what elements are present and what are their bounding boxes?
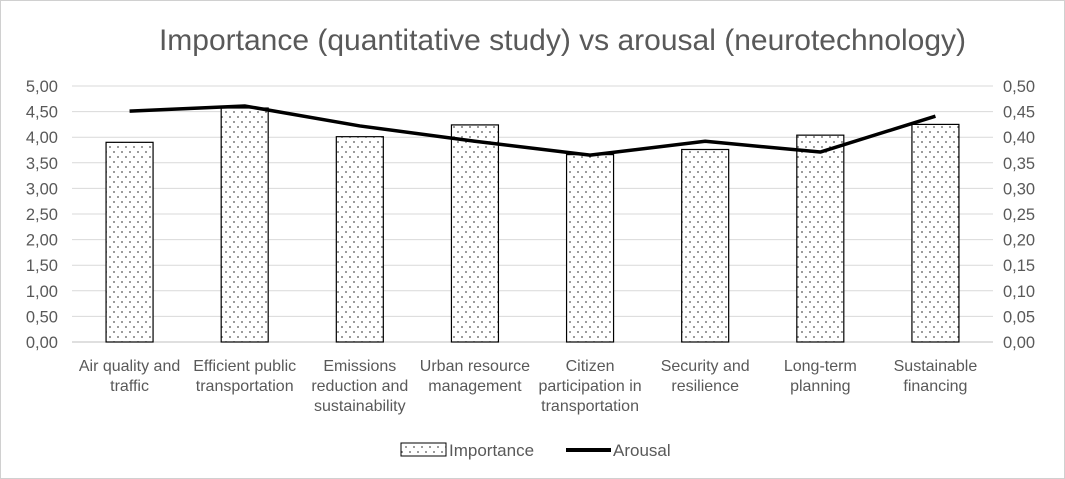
category-label: transportation — [196, 378, 294, 395]
left-axis-tick-label: 0,50 — [26, 308, 58, 326]
right-axis-ticks: 0,00 0,05 0,10 0,15 0,20 0,25 0,30 0,35 0,40 0,45… — [1003, 78, 1035, 352]
left-axis-tick-label: 5,00 — [26, 78, 58, 96]
right-axis-tick-label: 0,35 — [1003, 155, 1035, 173]
category-label: transportation — [541, 398, 639, 415]
category-label: planning — [790, 378, 851, 395]
category-label: Citizen — [566, 358, 615, 375]
category-label: financing — [903, 378, 967, 395]
category-label: reduction and — [311, 378, 408, 395]
bar-importance — [450, 124, 500, 343]
category-label: sustainability — [314, 398, 406, 415]
bars — [105, 107, 960, 343]
category-label: Air quality and — [79, 358, 180, 375]
category-label: participation in — [538, 378, 641, 395]
left-axis-tick-label: 1,00 — [26, 283, 58, 301]
bar-importance — [911, 123, 960, 343]
right-axis-tick-label: 0,25 — [1003, 206, 1035, 224]
legend-swatch-importance — [400, 442, 447, 457]
right-axis-tick-label: 0,10 — [1003, 283, 1035, 301]
bar-importance — [220, 107, 269, 343]
right-axis-tick-label: 0,05 — [1003, 308, 1035, 326]
category-label: Efficient public — [193, 358, 296, 375]
category-label: resilience — [671, 378, 739, 395]
legend-label-arousal: Arousal — [613, 441, 671, 460]
left-axis-tick-label: 2,50 — [26, 206, 58, 224]
left-axis-tick-label: 4,00 — [26, 129, 58, 147]
left-axis-tick-label: 1,50 — [26, 257, 58, 275]
left-axis-tick-label: 4,50 — [26, 104, 58, 122]
category-label: Security and — [661, 358, 750, 375]
right-axis-tick-label: 0,00 — [1003, 334, 1035, 352]
legend-label-importance: Importance — [449, 441, 534, 460]
right-axis-tick-label: 0,30 — [1003, 180, 1035, 198]
category-labels: Air quality and traffic Efficient public tr… — [79, 358, 977, 415]
category-label: traffic — [110, 378, 149, 395]
gridlines — [72, 85, 993, 343]
right-axis-tick-label: 0,50 — [1003, 78, 1035, 96]
bar-importance — [335, 136, 384, 343]
left-axis-tick-label: 0,00 — [26, 334, 58, 352]
arousal-line-layer — [129, 104, 936, 157]
left-axis-tick-label: 3,50 — [26, 155, 58, 173]
left-axis-tick-label: 2,00 — [26, 232, 58, 250]
category-label: Sustainable — [894, 358, 978, 375]
legend: Importance Arousal — [400, 441, 671, 460]
left-axis-ticks: 0,00 0,50 1,00 1,50 2,00 2,50 3,00 3,50 4,00 4,50… — [26, 78, 58, 352]
category-label: Emissions — [323, 358, 396, 375]
left-axis-tick-label: 3,00 — [26, 180, 58, 198]
category-label: management — [428, 378, 522, 395]
bar-importance — [796, 134, 845, 343]
bar-importance — [105, 141, 154, 343]
chart-title: Importance (quantitative study) vs arous… — [158, 24, 967, 57]
right-axis-tick-label: 0,40 — [1003, 129, 1035, 147]
bar-importance — [681, 148, 730, 343]
right-axis-tick-label: 0,20 — [1003, 232, 1035, 250]
category-label: Urban resource — [420, 358, 530, 375]
line-arousal — [129, 104, 936, 157]
right-axis-tick-label: 0,15 — [1003, 257, 1035, 275]
right-axis-tick-label: 0,45 — [1003, 104, 1035, 122]
category-label: Long-term — [784, 358, 857, 375]
bar-importance — [565, 154, 615, 343]
